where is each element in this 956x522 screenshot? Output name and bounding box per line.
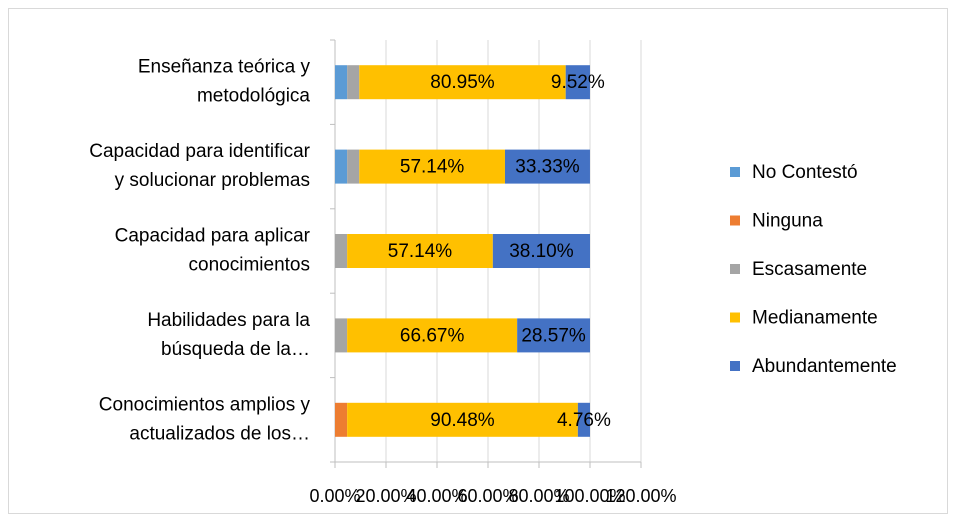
bar-segment [359, 65, 566, 100]
legend-label: Abundantemente [752, 356, 897, 377]
y-tick-label: Habilidades para la [147, 310, 310, 331]
bar-segment [347, 65, 360, 100]
data-label: 33.33% [515, 157, 580, 178]
data-label: 57.14% [388, 241, 453, 262]
data-label: 9.52% [551, 72, 605, 93]
legend-label: No Contestó [752, 162, 858, 183]
bar-segment [335, 149, 348, 184]
data-label: 57.14% [400, 157, 465, 178]
x-tick-label: 0.00% [309, 486, 360, 506]
bar-segment [335, 234, 348, 268]
y-tick-label: Enseñanza teórica y [138, 57, 311, 78]
bar-segment [335, 402, 348, 437]
legend-swatch [730, 215, 740, 226]
legend-label: Medianamente [752, 308, 878, 329]
y-tick-label: metodológica [197, 86, 310, 107]
x-tick-label: 100.00% [554, 486, 625, 506]
bar-segment [347, 318, 518, 353]
bar-segment [577, 402, 590, 437]
x-tick-label: 120.00% [605, 486, 676, 506]
y-tick-label: búsqueda de la… [161, 339, 310, 360]
legend-swatch [730, 264, 740, 274]
data-label: 28.57% [521, 325, 586, 346]
legend-swatch [730, 312, 740, 323]
legend-swatch [730, 361, 740, 371]
y-tick-label: Capacidad para identificar [89, 141, 310, 162]
bar-segment [335, 65, 348, 100]
bar-segment [492, 234, 590, 268]
bar-segment [347, 402, 578, 437]
y-tick-label: Capacidad para aplicar [115, 226, 311, 247]
y-tick-label: conocimientos [189, 255, 310, 276]
y-tick-label: y solucionar problemas [115, 170, 310, 191]
bar-segment [565, 65, 590, 100]
bar-segment [347, 234, 493, 268]
y-tick-label: actualizados de los… [129, 423, 310, 444]
bar-segment [517, 318, 590, 353]
data-label: 80.95% [430, 72, 495, 93]
x-tick-label: 20.00% [355, 486, 416, 506]
bar-segment [504, 149, 590, 184]
data-label: 4.76% [557, 410, 611, 431]
x-tick-label: 80.00% [508, 486, 569, 506]
data-label: 90.48% [430, 410, 495, 431]
legend-label: Escasamente [752, 259, 867, 280]
x-tick-label: 40.00% [406, 486, 467, 506]
data-label: 38.10% [509, 241, 574, 262]
y-tick-label: Conocimientos amplios y [99, 394, 311, 415]
legend-swatch [730, 167, 740, 177]
legend-label: Ninguna [752, 211, 823, 232]
data-label: 66.67% [400, 325, 465, 346]
bar-segment [335, 318, 348, 353]
bar-segment [347, 149, 360, 184]
x-tick-label: 60.00% [457, 486, 518, 506]
bar-segment [359, 149, 505, 184]
